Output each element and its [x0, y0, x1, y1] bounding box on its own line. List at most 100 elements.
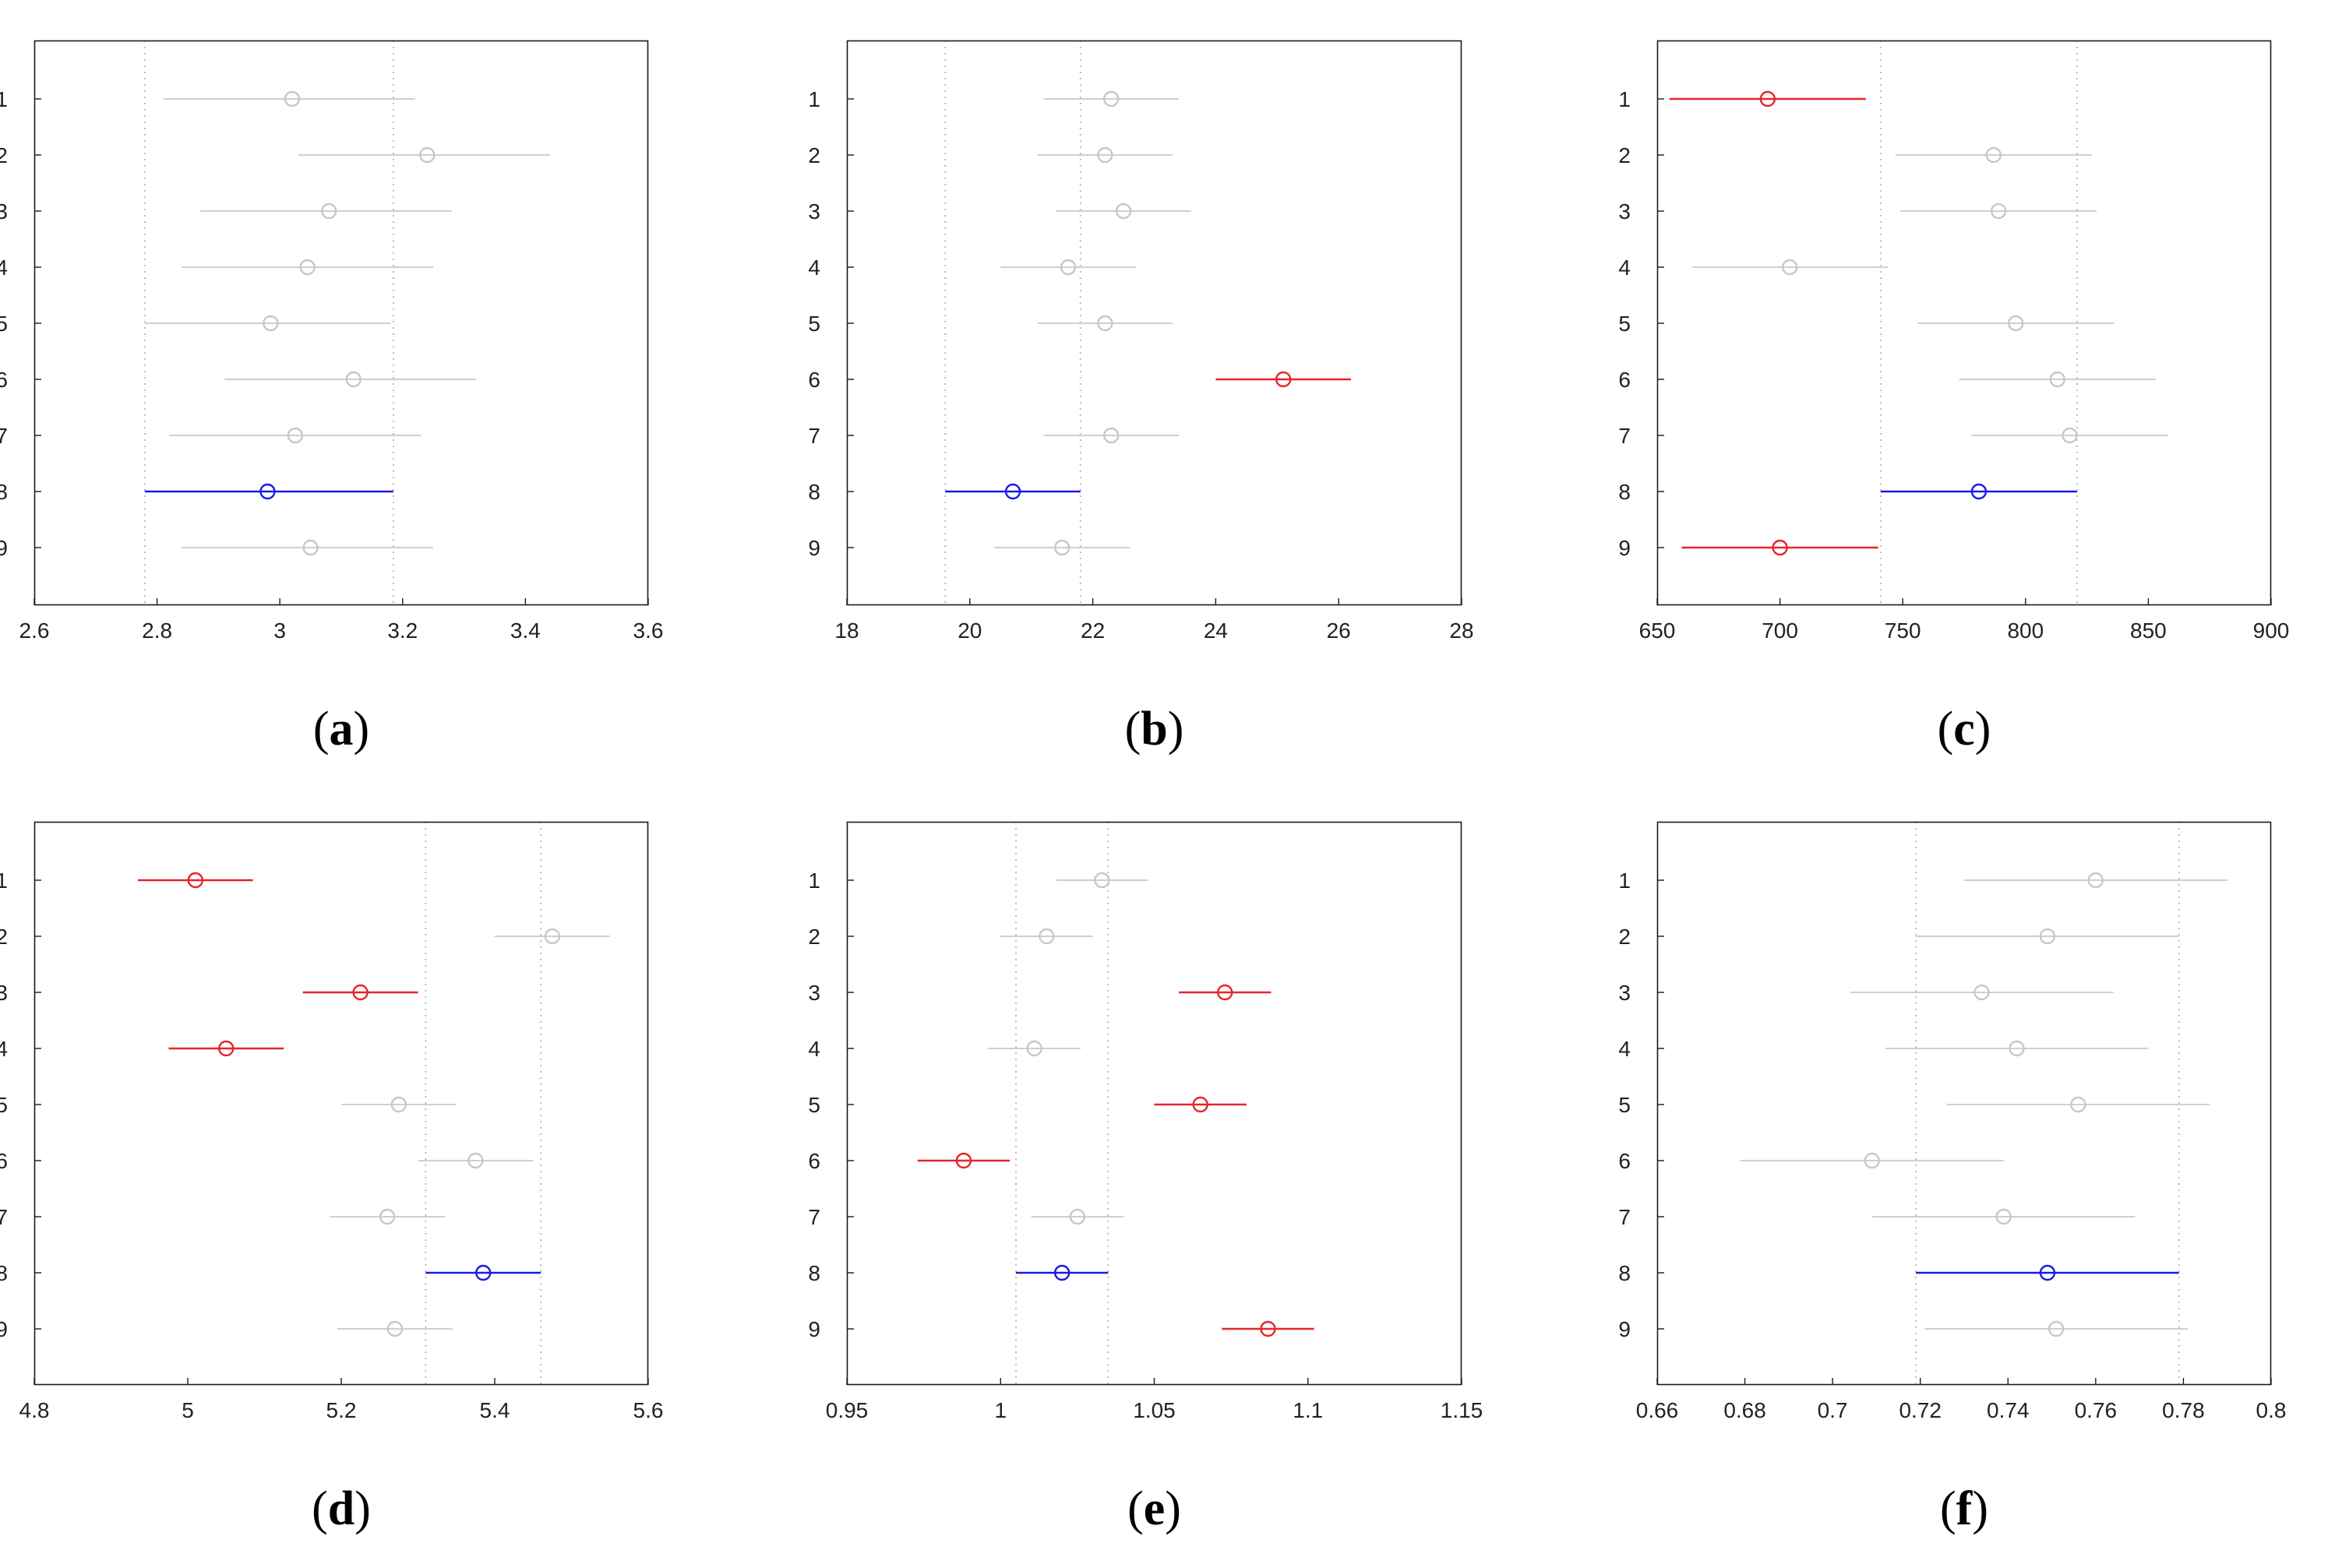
mean-marker[interactable]	[1097, 146, 1113, 164]
mean-marker[interactable]	[2062, 427, 2078, 444]
plot-area[interactable]: 1 2 3 4 5 6 7 8 9 18 20 22 24 26 28	[808, 40, 1474, 643]
mean-marker[interactable]	[1115, 203, 1132, 220]
mean-marker[interactable]	[1759, 90, 1776, 107]
y-tick-label: 5	[1618, 312, 1631, 336]
mean-marker[interactable]	[1053, 539, 1070, 556]
y-tick-label: 9	[808, 536, 820, 560]
mean-marker[interactable]	[2039, 928, 2056, 945]
x-tick-label: 26	[1327, 618, 1351, 643]
x-tick-label: 0.78	[2162, 1398, 2205, 1422]
mean-marker[interactable]	[263, 315, 279, 332]
y-tick-label: 2	[808, 143, 820, 167]
mean-marker[interactable]	[352, 984, 369, 1001]
mean-marker[interactable]	[1192, 1096, 1208, 1113]
mean-marker[interactable]	[2049, 371, 2065, 388]
mean-marker[interactable]	[2009, 1040, 2025, 1057]
mean-marker[interactable]	[1782, 259, 1798, 276]
axes-box	[846, 821, 1462, 1386]
x-tick-label: 0.95	[826, 1398, 869, 1422]
mean-marker[interactable]	[2070, 1096, 2086, 1113]
mean-marker[interactable]	[1069, 1208, 1086, 1225]
y-tick-label: 4	[0, 255, 8, 280]
mean-marker[interactable]	[287, 427, 304, 444]
panel-label: (c)	[1937, 703, 1991, 756]
y-tick-label: 1	[0, 87, 8, 111]
mean-marker[interactable]	[1275, 371, 1292, 388]
y-tick-label: 7	[808, 424, 820, 448]
mean-marker[interactable]	[2048, 1320, 2065, 1337]
mean-marker[interactable]	[386, 1320, 404, 1337]
y-tick-label: 8	[1618, 480, 1631, 504]
y-tick-label: 9	[1618, 536, 1631, 560]
panel-label-letter: f	[1956, 1482, 1973, 1535]
mean-marker[interactable]	[1990, 203, 2007, 220]
mean-marker[interactable]	[467, 1152, 484, 1169]
mean-marker[interactable]	[419, 146, 436, 164]
mean-marker[interactable]	[1097, 315, 1113, 332]
mean-marker[interactable]	[1260, 1320, 1276, 1337]
plot-area[interactable]: 1 2 3 4 5 6 7 8 9 0.66 0.68 0.7 0.72 0.74 0.76 0.78 0.8	[1618, 821, 2286, 1422]
mean-marker[interactable]	[1995, 1208, 2012, 1225]
mean-marker[interactable]	[955, 1152, 972, 1169]
y-tick-label: 4	[1618, 255, 1631, 280]
mean-marker[interactable]	[302, 539, 319, 556]
x-tick-label: 650	[1639, 618, 1676, 643]
mean-marker[interactable]	[321, 203, 337, 220]
mean-marker[interactable]	[299, 259, 316, 276]
mean-marker[interactable]	[1039, 928, 1055, 945]
y-tick-label: 6	[1618, 1149, 1631, 1173]
mean-marker[interactable]	[218, 1040, 235, 1057]
mean-marker[interactable]	[1973, 984, 1990, 1001]
mean-marker[interactable]	[1026, 1040, 1042, 1057]
mean-marker[interactable]	[1094, 872, 1110, 889]
y-tick-label: 2	[0, 143, 8, 167]
x-tick-label: 1.15	[1441, 1398, 1483, 1422]
x-tick-label: 24	[1204, 618, 1228, 643]
y-tick-label: 5	[1618, 1093, 1631, 1117]
x-tick-label: 1	[994, 1398, 1007, 1422]
mean-marker[interactable]	[1060, 259, 1077, 276]
mean-marker[interactable]	[2007, 315, 2024, 332]
mean-marker[interactable]	[1053, 1264, 1070, 1281]
y-tick-label: 5	[808, 1093, 820, 1117]
plot-area[interactable]: 1 2 3 4 5 6 7 8 9 650 700 750 800 850 900	[1618, 40, 2289, 643]
y-tick-label: 2	[1618, 143, 1631, 167]
mean-marker[interactable]	[390, 1096, 407, 1113]
y-tick-label: 5	[0, 1093, 8, 1117]
x-tick-label: 850	[2130, 618, 2167, 643]
x-tick-label: 2.6	[19, 618, 50, 643]
mean-marker[interactable]	[259, 483, 276, 500]
mean-marker[interactable]	[1103, 90, 1120, 107]
mean-marker[interactable]	[2039, 1264, 2056, 1281]
x-tick-label: 3.4	[510, 618, 541, 643]
mean-marker[interactable]	[2087, 872, 2104, 889]
mean-marker[interactable]	[1985, 146, 2002, 164]
plot-area[interactable]: 1 2 3 4 5 6 7 8 9 0.95 1 1.05 1.1 1.15	[808, 821, 1483, 1422]
x-tick-label: 2.8	[142, 618, 172, 643]
y-tick-label: 4	[808, 1037, 820, 1061]
mean-marker[interactable]	[1004, 483, 1021, 500]
x-tick-label: 3	[273, 618, 286, 643]
axes-box	[34, 821, 649, 1386]
mean-marker[interactable]	[379, 1208, 396, 1225]
y-tick-label: 8	[808, 1261, 820, 1285]
mean-marker[interactable]	[345, 371, 362, 388]
y-tick-label: 4	[1618, 1037, 1631, 1061]
mean-marker[interactable]	[544, 928, 561, 945]
mean-marker[interactable]	[1772, 539, 1788, 556]
mean-marker[interactable]	[1217, 984, 1233, 1001]
mean-marker[interactable]	[1103, 427, 1120, 444]
y-tick-label: 3	[808, 199, 820, 224]
y-tick-label: 8	[0, 480, 8, 504]
mean-marker[interactable]	[284, 90, 301, 107]
mean-marker[interactable]	[1970, 483, 1988, 500]
mean-marker[interactable]	[187, 872, 204, 889]
mean-marker[interactable]	[475, 1264, 492, 1281]
mean-marker[interactable]	[1864, 1152, 1880, 1169]
y-tick-label: 1	[1618, 87, 1631, 111]
x-tick-label: 800	[2007, 618, 2044, 643]
panel-label: (d)	[312, 1482, 371, 1535]
plot-area[interactable]: 1 2 3 4 5 6 7 8 9 2.6 2.8 3 3.2 3.4 3.6	[0, 40, 663, 643]
plot-area[interactable]: 1 2 3 4 5 6 7 8 9 4.8 5 5.2 5.4 5.6	[0, 821, 663, 1422]
